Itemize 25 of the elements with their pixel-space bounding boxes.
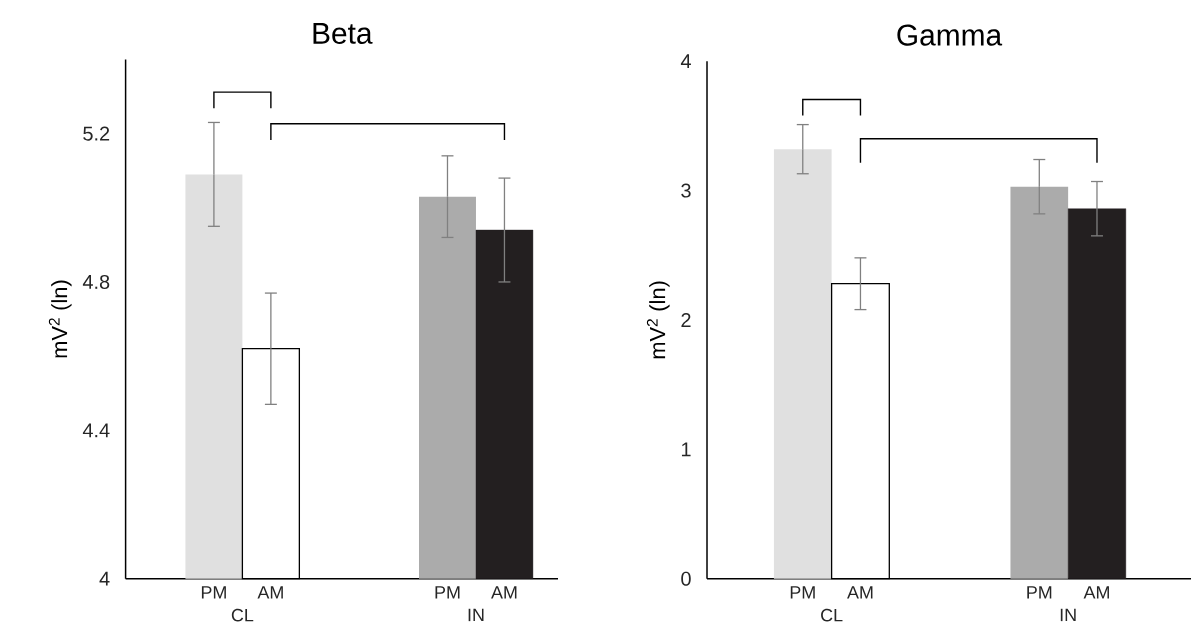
- y-tick-label: 5.2: [83, 126, 110, 141]
- y-axis-title: mV$^{2}$ (ln): [48, 280, 72, 358]
- y-tick-label: 2: [681, 313, 691, 327]
- x-tick-label: AM: [1083, 586, 1109, 599]
- text: CL: [821, 608, 843, 622]
- chart-title: Beta: [313, 23, 373, 44]
- x-tick-label: AM: [491, 586, 517, 599]
- x-tick-label: PM: [790, 586, 815, 599]
- y-tick-label: 4.8: [82, 274, 110, 289]
- x-tick-label: PM: [1027, 586, 1052, 599]
- x-tick-label: PM: [435, 586, 460, 599]
- y-tick-label: 1: [681, 442, 691, 457]
- chart-title: Gamma: [897, 24, 1003, 46]
- text: IN: [1060, 608, 1076, 622]
- y-tick-label: 4: [99, 571, 110, 586]
- y-tick-label: 0: [681, 571, 691, 586]
- y-axis-title: mV$^{2}$ (ln): [646, 281, 670, 359]
- y-tick-label: 3: [681, 183, 691, 198]
- y-tick-label: 4.4: [82, 423, 110, 438]
- y-tick-label: 4: [680, 54, 691, 69]
- text: CL: [231, 608, 254, 622]
- x-tick-label: AM: [847, 586, 873, 599]
- text: IN: [468, 608, 484, 622]
- x-tick-label: AM: [257, 586, 283, 599]
- x-tick-label: PM: [201, 586, 226, 599]
